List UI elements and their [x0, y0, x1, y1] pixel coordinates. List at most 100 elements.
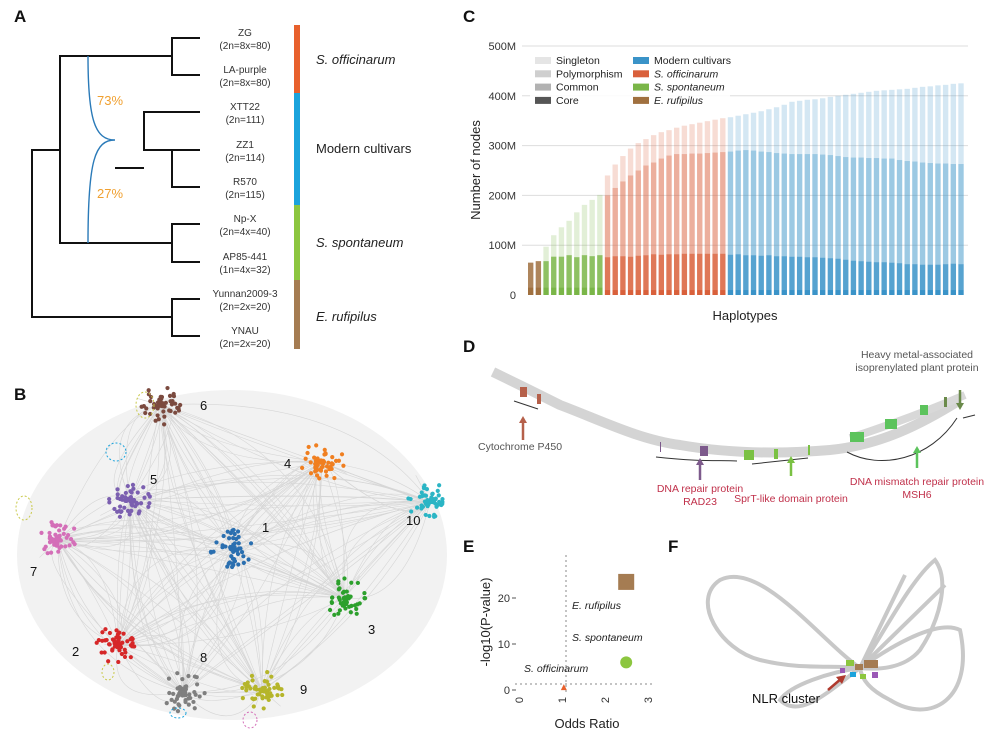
bar-polymorphism	[942, 163, 949, 265]
annotation-label-line2: RAD23	[683, 496, 717, 508]
bar-singleton	[620, 156, 626, 182]
bar-common	[581, 255, 588, 288]
node	[125, 508, 131, 513]
cluster-label: 10	[406, 513, 420, 528]
bar-singleton	[727, 117, 734, 152]
bar-singleton	[689, 124, 695, 154]
node	[162, 414, 167, 419]
node	[231, 527, 236, 533]
leaf-ploidy: (2n=2x=20)	[219, 302, 270, 313]
bar-polymorphism	[789, 154, 795, 257]
bar-core	[743, 290, 749, 295]
node	[50, 522, 55, 527]
bar-core	[735, 290, 741, 295]
bar-common	[919, 264, 926, 291]
bar-core	[528, 287, 534, 295]
bar-polymorphism	[950, 164, 957, 264]
network-edge	[159, 404, 346, 599]
bar-polymorphism	[758, 151, 764, 256]
node	[112, 644, 118, 649]
gene-stripe	[920, 405, 928, 415]
bar-core	[581, 287, 588, 295]
bar-common	[558, 256, 565, 288]
node	[305, 450, 310, 456]
bar-core	[674, 290, 680, 295]
node	[117, 514, 123, 519]
bar-core	[604, 290, 611, 295]
bar-polymorphism	[658, 158, 665, 255]
annotation-arrowhead-icon	[913, 446, 921, 453]
network-edge	[57, 539, 263, 691]
annotation-label: DNA repair protein	[657, 483, 744, 495]
panel-label-f: F	[668, 537, 678, 556]
network-edge	[57, 539, 263, 691]
cluster-5	[107, 482, 152, 519]
bar-singleton	[574, 212, 580, 258]
leaf-name: ZZ1	[236, 140, 254, 151]
node	[141, 485, 146, 490]
y-tick-label: 500M	[488, 41, 516, 53]
gene-stripe	[660, 442, 661, 452]
group-label-spontaneum: S. spontaneum	[316, 235, 404, 250]
network-edge	[159, 404, 323, 463]
network-edge	[159, 404, 263, 691]
group-label-rufipilus: E. rufipilus	[316, 309, 377, 324]
bar-core	[620, 290, 626, 295]
bar-polymorphism	[704, 153, 711, 254]
node	[225, 564, 230, 569]
gene-stripe	[520, 387, 527, 397]
cluster-4	[300, 443, 346, 481]
bar-singleton	[720, 118, 726, 153]
node	[142, 495, 147, 500]
node	[48, 550, 54, 555]
node	[161, 409, 166, 414]
bar-common	[643, 255, 649, 291]
node	[349, 580, 354, 585]
network-edge	[57, 539, 346, 599]
bar-common	[720, 253, 726, 291]
bar-core	[935, 290, 941, 295]
node	[357, 601, 362, 606]
x-tick-label: 0	[514, 697, 526, 703]
legend-label-tier: Singleton	[556, 55, 600, 67]
bar-common	[612, 256, 618, 291]
group-bar-officinarum	[294, 25, 300, 93]
node	[433, 514, 438, 519]
node	[172, 706, 177, 711]
node	[344, 600, 349, 605]
bar-singleton	[850, 93, 857, 158]
network-edge	[39, 539, 59, 558]
x-tick-label: 3	[643, 697, 655, 703]
node	[47, 539, 53, 545]
leaf-name: ZG	[238, 28, 252, 39]
odds-ratio-scatter: 0 10 20 0 1 2 3 Odds Ratio -log10(P-value) E. ruf…	[478, 555, 655, 731]
node	[192, 706, 197, 711]
node	[268, 691, 273, 696]
cluster-label: 6	[200, 398, 207, 413]
bar-singleton	[758, 111, 764, 152]
node	[415, 505, 420, 510]
node	[236, 562, 241, 567]
bar-core	[612, 290, 618, 295]
bar-singleton	[658, 132, 665, 159]
network-edge	[296, 461, 323, 488]
bar-common	[689, 253, 695, 291]
network-graph: 1 2 3 4 5 6 7 8 9 10	[15, 385, 447, 729]
node	[125, 639, 130, 644]
bar-core	[697, 290, 703, 295]
bar-polymorphism	[812, 154, 818, 258]
legend-swatch-group	[633, 96, 649, 104]
node	[320, 464, 325, 469]
nlr-arrowhead-icon	[836, 675, 846, 684]
annotation-arrowhead-icon	[519, 416, 527, 423]
cluster-1	[208, 527, 254, 570]
network-edge	[261, 461, 323, 691]
subcluster-ring	[135, 391, 155, 419]
node	[130, 640, 135, 646]
cluster-9	[240, 670, 285, 711]
node	[326, 460, 331, 465]
bar-core	[912, 290, 918, 295]
bar-polymorphism	[674, 154, 680, 255]
node	[337, 608, 342, 613]
node	[230, 564, 235, 570]
